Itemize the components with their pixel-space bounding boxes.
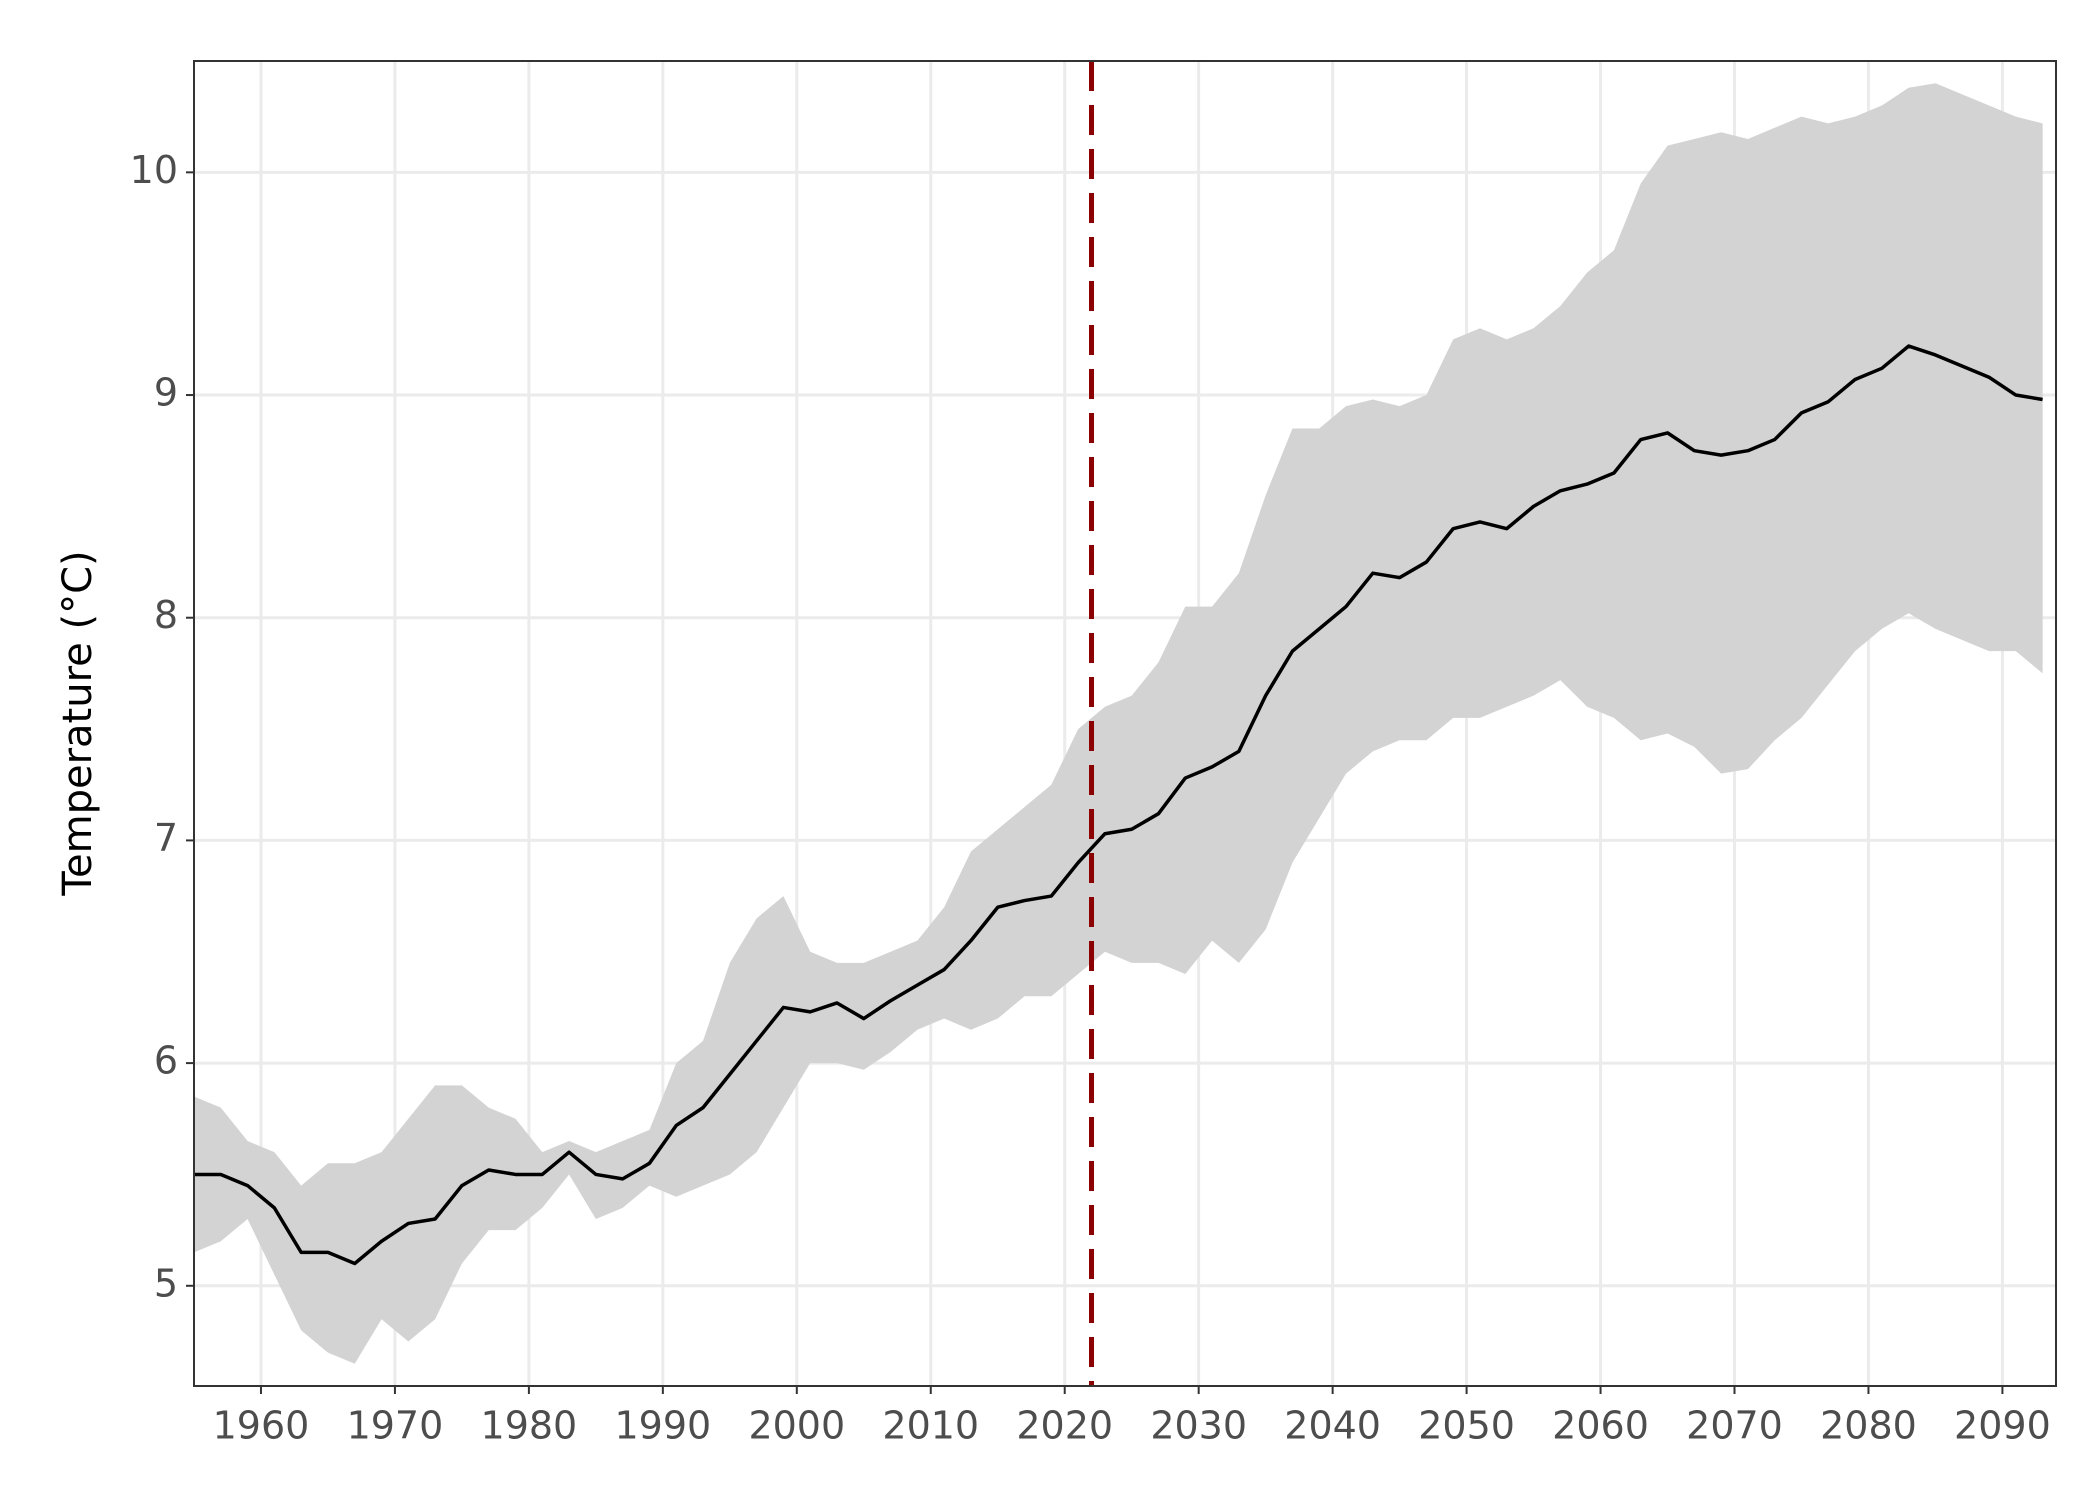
x-tick-label: 2090 <box>1954 1404 2051 1448</box>
y-tick-label: 9 <box>154 371 178 415</box>
x-tick-label: 1980 <box>481 1404 578 1448</box>
y-tick-label: 6 <box>154 1039 178 1083</box>
y-tick-label: 10 <box>130 148 178 192</box>
y-tick-label: 8 <box>154 593 178 637</box>
plot-border <box>193 60 2057 1387</box>
x-tick-label: 2030 <box>1150 1404 1247 1448</box>
x-tick-label: 1970 <box>347 1404 444 1448</box>
uncertainty-band <box>194 83 2043 1364</box>
x-tick-label: 1990 <box>614 1404 711 1448</box>
x-tick-label: 2080 <box>1820 1404 1917 1448</box>
x-tick-label: 2010 <box>882 1404 979 1448</box>
x-tick-label: 2040 <box>1284 1404 1381 1448</box>
x-tick-label: 2070 <box>1686 1404 1783 1448</box>
mean-line <box>194 344 2043 1266</box>
x-tick-label: 2000 <box>748 1404 845 1448</box>
x-tick-label: 1960 <box>213 1404 310 1448</box>
x-tick-label: 2050 <box>1418 1404 1515 1448</box>
y-axis-title: Temperature (°C) <box>55 550 101 896</box>
x-tick-label: 2060 <box>1552 1404 1649 1448</box>
y-tick-label: 7 <box>154 816 178 860</box>
y-tick-label: 5 <box>154 1261 178 1305</box>
x-tick-label: 2020 <box>1016 1404 1113 1448</box>
